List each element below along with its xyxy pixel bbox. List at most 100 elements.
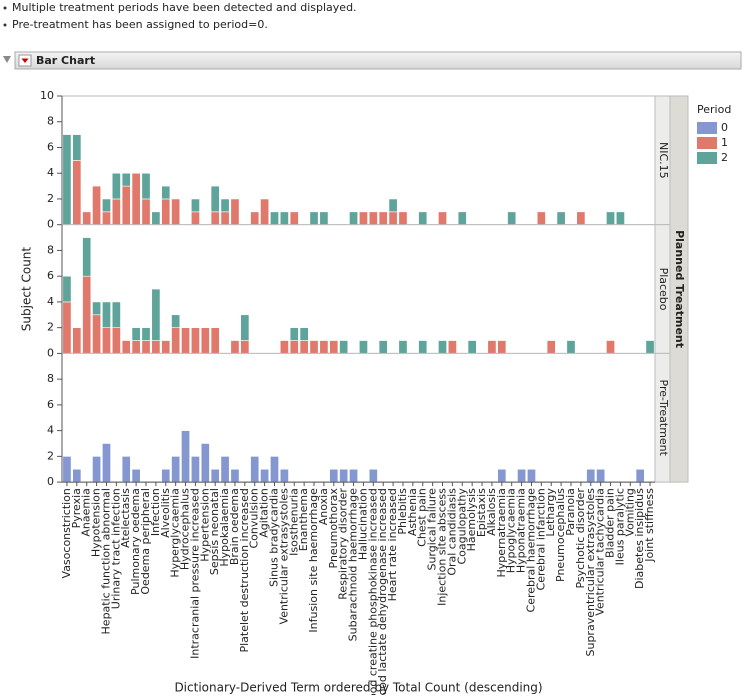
bar-segment [131, 172, 141, 226]
x-tick-label: Pyrexia [70, 488, 83, 528]
x-tick-label: Hyperglycaemia [169, 488, 182, 577]
bar-segment [279, 340, 289, 354]
panel-label: NIC.15 [657, 142, 670, 179]
bar-segment [388, 211, 398, 226]
x-tick-label: Blood lactate dehydrogenase increased [376, 488, 389, 695]
x-tick-label: Diabetes insipidus [633, 488, 646, 589]
bar-segment [576, 211, 586, 226]
y-tick-label: 0 [47, 218, 54, 231]
y-tick-label: 0 [47, 475, 54, 488]
bar-segment [171, 198, 181, 226]
bar-segment [131, 340, 141, 354]
disclosure-icon[interactable] [3, 56, 11, 63]
bar-segment [260, 468, 270, 483]
bar-segment [111, 172, 121, 200]
x-tick-label: Hypoglycaemia [505, 488, 518, 573]
bar-segment [121, 340, 131, 354]
bar-segment [378, 340, 388, 354]
bar-segment [190, 211, 200, 226]
y-tick-label: 6 [47, 140, 54, 153]
bar-segment [210, 468, 220, 483]
bar-segment [72, 160, 82, 226]
bar-segment [596, 468, 606, 483]
bar-segment [438, 211, 447, 226]
bar-segment [151, 211, 161, 226]
bar-segment [121, 456, 131, 483]
panel-frame [61, 224, 656, 354]
bar-segment [270, 456, 279, 483]
bar-segment [102, 211, 111, 226]
x-tick-label: Vasoconstriction [60, 488, 73, 578]
legend-title: Period [697, 103, 731, 116]
bar-segment [111, 198, 121, 226]
bar-segment [72, 468, 82, 483]
bar-segment [161, 198, 171, 226]
bar-segment [230, 198, 240, 226]
y-tick-label: 4 [47, 166, 54, 179]
bar-segment [497, 468, 507, 483]
bar-segment [388, 198, 398, 213]
bar-segment [536, 211, 546, 226]
bar-segment [457, 211, 467, 226]
bar-segment [131, 468, 141, 483]
bar-segment [319, 211, 329, 226]
bar-segment [102, 198, 111, 213]
panel-label: Placebo [657, 268, 670, 311]
y-axis-title: Subject Count [20, 247, 34, 332]
x-tick-label: Respiratory disorder [337, 488, 350, 600]
bar-segment [615, 211, 625, 226]
y-tick-label: 10 [40, 89, 54, 102]
x-tick-label: Pneumothorax [327, 488, 340, 569]
bar-segment [92, 314, 102, 354]
x-tick-label: Hyponatraemia [515, 488, 528, 573]
x-tick-label: Vomiting [623, 488, 636, 536]
outline-header[interactable] [14, 51, 742, 70]
bar-segment [645, 340, 655, 354]
x-tick-label: Hydrocephalus [179, 488, 192, 570]
bar-segment [210, 185, 220, 213]
x-tick-label: Coagulopathy [455, 488, 468, 565]
x-tick-label: Brain oedema [228, 488, 241, 565]
x-tick-label: Bladder pain [604, 488, 617, 558]
x-tick-label: Infusion site haemorrhage [307, 488, 320, 633]
bar-segment [210, 327, 220, 354]
bar-segment [319, 340, 329, 354]
bar-segment [398, 340, 408, 354]
x-tick-label: Haemolysis [465, 488, 478, 552]
x-tick-label: Asthenia [406, 488, 419, 536]
bar-segment [141, 198, 151, 226]
y-tick-label: 8 [47, 243, 54, 256]
bar-segment [606, 340, 615, 354]
y-tick-label: 2 [47, 192, 54, 205]
bar-segment [289, 340, 299, 354]
x-tick-label: Intracranial pressure increased [188, 488, 201, 659]
x-tick-label: Hypotension [90, 488, 103, 557]
bar-segment [270, 211, 279, 226]
x-tick-label: Lethargy [544, 488, 557, 537]
bar-segment [398, 211, 408, 226]
bar-segment [82, 211, 92, 226]
y-tick-label: 4 [47, 424, 54, 437]
bar-segment [62, 134, 72, 225]
bullet [3, 23, 7, 27]
bar-segment [586, 468, 596, 483]
bar-segment [329, 340, 339, 354]
y-tick-label: 6 [47, 398, 54, 411]
x-tick-label: Subarachnoid haemorrhage [347, 488, 360, 641]
x-tick-label: Hypokalaemia [218, 488, 231, 566]
bar-segment [92, 456, 102, 483]
bar-segment [82, 275, 92, 354]
bar-segment [240, 314, 250, 341]
bar-segment [190, 327, 200, 354]
bar-segment [368, 211, 378, 226]
x-tick-label: Oedema peripheral [139, 488, 152, 594]
bar-segment [92, 301, 102, 316]
bar-segment [546, 340, 556, 354]
bar-segment [190, 456, 200, 483]
legend-swatch [697, 122, 717, 134]
x-tick-label: Surgical failure [426, 488, 439, 571]
x-tick-label: Urinary tract infection [109, 488, 122, 609]
panel-frame [61, 352, 656, 483]
bar-segment [230, 340, 240, 354]
bar-segment [418, 211, 428, 226]
